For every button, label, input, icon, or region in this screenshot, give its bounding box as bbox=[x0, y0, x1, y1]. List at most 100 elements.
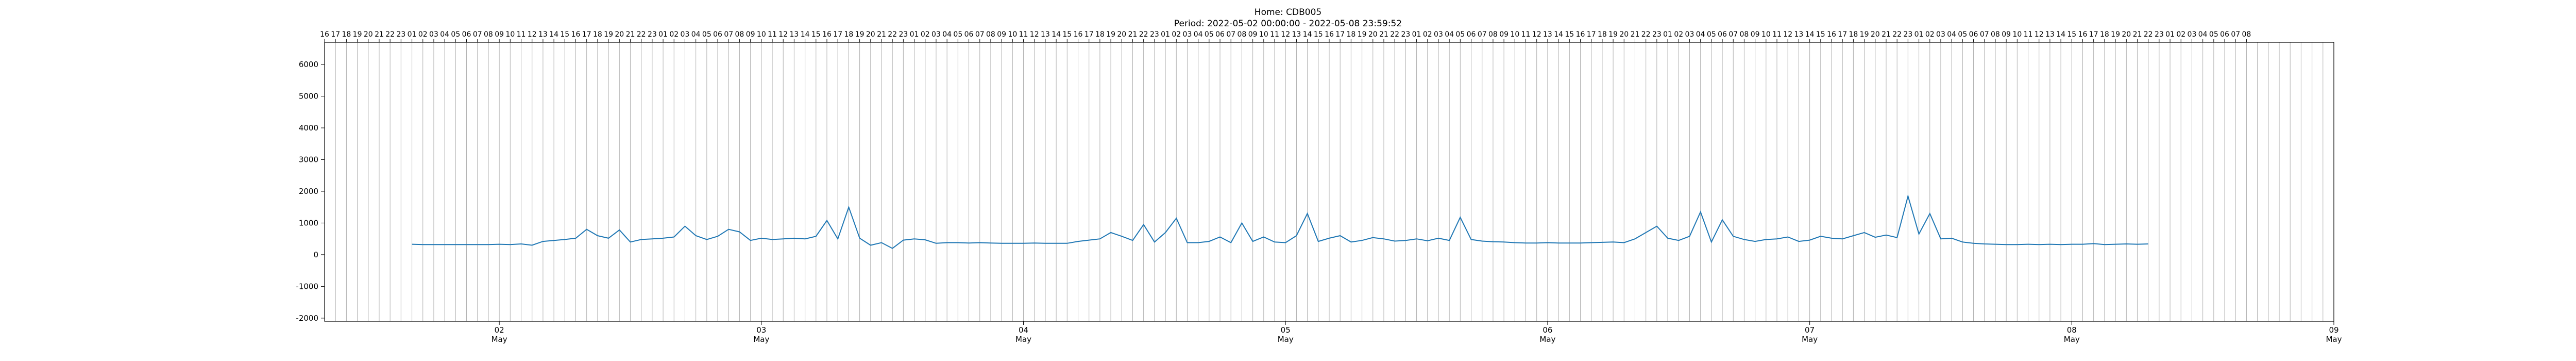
top-hour-tick-label: 14 bbox=[1052, 30, 1061, 39]
top-hour-tick-label: 20 bbox=[2122, 30, 2131, 39]
top-hour-tick-label: 19 bbox=[1358, 30, 1367, 39]
top-hour-tick-label: 06 bbox=[2220, 30, 2229, 39]
top-hour-tick-label: 17 bbox=[1084, 30, 1094, 39]
top-hour-tick-label: 11 bbox=[1270, 30, 1279, 39]
top-hour-tick-label: 17 bbox=[1838, 30, 1847, 39]
x-tick-label-month: May bbox=[1539, 335, 1555, 344]
top-hour-tick-label: 14 bbox=[549, 30, 558, 39]
top-hour-tick-label: 19 bbox=[1860, 30, 1869, 39]
top-hour-tick-label: 22 bbox=[637, 30, 646, 39]
y-tick-label: 5000 bbox=[299, 92, 318, 101]
top-hour-tick-label: 07 bbox=[2231, 30, 2240, 39]
top-hour-tick-label: 16 bbox=[1074, 30, 1083, 39]
top-hour-tick-label: 06 bbox=[964, 30, 974, 39]
top-hour-tick-label: 23 bbox=[1401, 30, 1410, 39]
y-tick-label: -1000 bbox=[296, 282, 318, 291]
top-hour-tick-label: 08 bbox=[1740, 30, 1749, 39]
top-hour-tick-label: 01 bbox=[1663, 30, 1672, 39]
top-hour-tick-label: 17 bbox=[2089, 30, 2098, 39]
top-hour-tick-label: 10 bbox=[757, 30, 766, 39]
top-hour-tick-label: 23 bbox=[2155, 30, 2164, 39]
top-hour-tick-label: 16 bbox=[1325, 30, 1334, 39]
top-hour-tick-label: 20 bbox=[1619, 30, 1629, 39]
top-hour-tick-label: 10 bbox=[2012, 30, 2022, 39]
x-tick-label-month: May bbox=[492, 335, 507, 344]
top-hour-tick-label: 06 bbox=[462, 30, 471, 39]
top-hour-tick-label: 15 bbox=[1565, 30, 1574, 39]
top-hour-tick-label: 14 bbox=[801, 30, 810, 39]
top-hour-tick-label: 18 bbox=[1095, 30, 1105, 39]
top-hour-tick-label: 12 bbox=[1783, 30, 1792, 39]
chart-subtitle: Period: 2022-05-02 00:00:00 - 2022-05-08… bbox=[1174, 19, 1402, 29]
top-hour-tick-label: 08 bbox=[484, 30, 493, 39]
top-hour-tick-label: 02 bbox=[2176, 30, 2185, 39]
top-hour-tick-label: 16 bbox=[571, 30, 581, 39]
top-hour-tick-label: 22 bbox=[888, 30, 897, 39]
top-hour-tick-label: 23 bbox=[1150, 30, 1159, 39]
top-hour-tick-label: 23 bbox=[1903, 30, 1912, 39]
top-hour-tick-label: 06 bbox=[713, 30, 722, 39]
top-hour-tick-label: 22 bbox=[2144, 30, 2153, 39]
top-hour-tick-label: 11 bbox=[2024, 30, 2033, 39]
y-tick-label: 3000 bbox=[299, 155, 318, 164]
top-hour-tick-label: 14 bbox=[1805, 30, 1815, 39]
top-hour-tick-label: 18 bbox=[1346, 30, 1355, 39]
top-hour-tick-label: 01 bbox=[2165, 30, 2175, 39]
top-hour-tick-label: 13 bbox=[538, 30, 548, 39]
top-hour-tick-label: 12 bbox=[1030, 30, 1039, 39]
top-hour-tick-label: 12 bbox=[778, 30, 788, 39]
top-hour-tick-label: 08 bbox=[1991, 30, 2000, 39]
top-hour-tick-label: 11 bbox=[1019, 30, 1028, 39]
top-hour-tick-label: 22 bbox=[385, 30, 395, 39]
top-hour-tick-label: 16 bbox=[2078, 30, 2088, 39]
top-hour-tick-label: 15 bbox=[560, 30, 569, 39]
top-hour-tick-label: 21 bbox=[1379, 30, 1388, 39]
x-tick-label-day: 06 bbox=[1543, 325, 1552, 335]
top-hour-tick-label: 16 bbox=[822, 30, 832, 39]
top-hour-tick-label: 23 bbox=[648, 30, 657, 39]
top-hour-tick-label: 21 bbox=[626, 30, 635, 39]
top-hour-tick-label: 08 bbox=[2242, 30, 2251, 39]
top-hour-tick-label: 20 bbox=[1368, 30, 1378, 39]
top-hour-tick-label: 11 bbox=[517, 30, 526, 39]
top-hour-tick-label: 22 bbox=[1139, 30, 1148, 39]
top-hour-tick-label: 12 bbox=[2035, 30, 2044, 39]
top-hour-tick-label: 11 bbox=[768, 30, 777, 39]
top-hour-tick-label: 05 bbox=[2209, 30, 2218, 39]
y-tick-label: 6000 bbox=[299, 60, 318, 69]
y-tick-label: 2000 bbox=[299, 187, 318, 196]
top-hour-tick-label: 03 bbox=[429, 30, 438, 39]
top-hour-tick-label: 10 bbox=[1761, 30, 1771, 39]
top-hour-tick-label: 19 bbox=[353, 30, 362, 39]
top-hour-tick-label: 01 bbox=[1161, 30, 1170, 39]
top-hour-tick-label: 02 bbox=[921, 30, 930, 39]
top-hour-tick-label: 07 bbox=[1226, 30, 1235, 39]
top-hour-tick-label: 05 bbox=[1958, 30, 1967, 39]
top-hour-tick-label: 09 bbox=[1751, 30, 1760, 39]
series-line bbox=[412, 194, 2148, 249]
top-hour-tick-label: 13 bbox=[789, 30, 799, 39]
top-hour-tick-label: 18 bbox=[1849, 30, 1858, 39]
top-hour-tick-label: 13 bbox=[2045, 30, 2055, 39]
top-hour-tick-label: 02 bbox=[1423, 30, 1432, 39]
top-hour-tick-label: 17 bbox=[331, 30, 340, 39]
top-hour-tick-label: 01 bbox=[658, 30, 668, 39]
top-hour-tick-label: 08 bbox=[1488, 30, 1498, 39]
top-hour-tick-label: 09 bbox=[1248, 30, 1258, 39]
x-tick-label-day: 02 bbox=[495, 325, 504, 335]
top-hour-tick-label: 02 bbox=[1172, 30, 1181, 39]
top-hour-tick-label: 19 bbox=[604, 30, 613, 39]
top-hour-tick-label: 21 bbox=[1128, 30, 1138, 39]
top-hour-tick-label: 02 bbox=[1674, 30, 1683, 39]
top-hour-tick-label: 22 bbox=[1641, 30, 1651, 39]
top-hour-tick-label: 01 bbox=[1914, 30, 1924, 39]
top-hour-tick-label: 07 bbox=[1728, 30, 1738, 39]
x-tick-label-month: May bbox=[2326, 335, 2342, 344]
top-hour-tick-label: 21 bbox=[1882, 30, 1891, 39]
top-hour-tick-label: 04 bbox=[1696, 30, 1705, 39]
top-hour-tick-label: 15 bbox=[1062, 30, 1072, 39]
top-hour-tick-label: 04 bbox=[942, 30, 952, 39]
top-hour-tick-label: 21 bbox=[877, 30, 886, 39]
